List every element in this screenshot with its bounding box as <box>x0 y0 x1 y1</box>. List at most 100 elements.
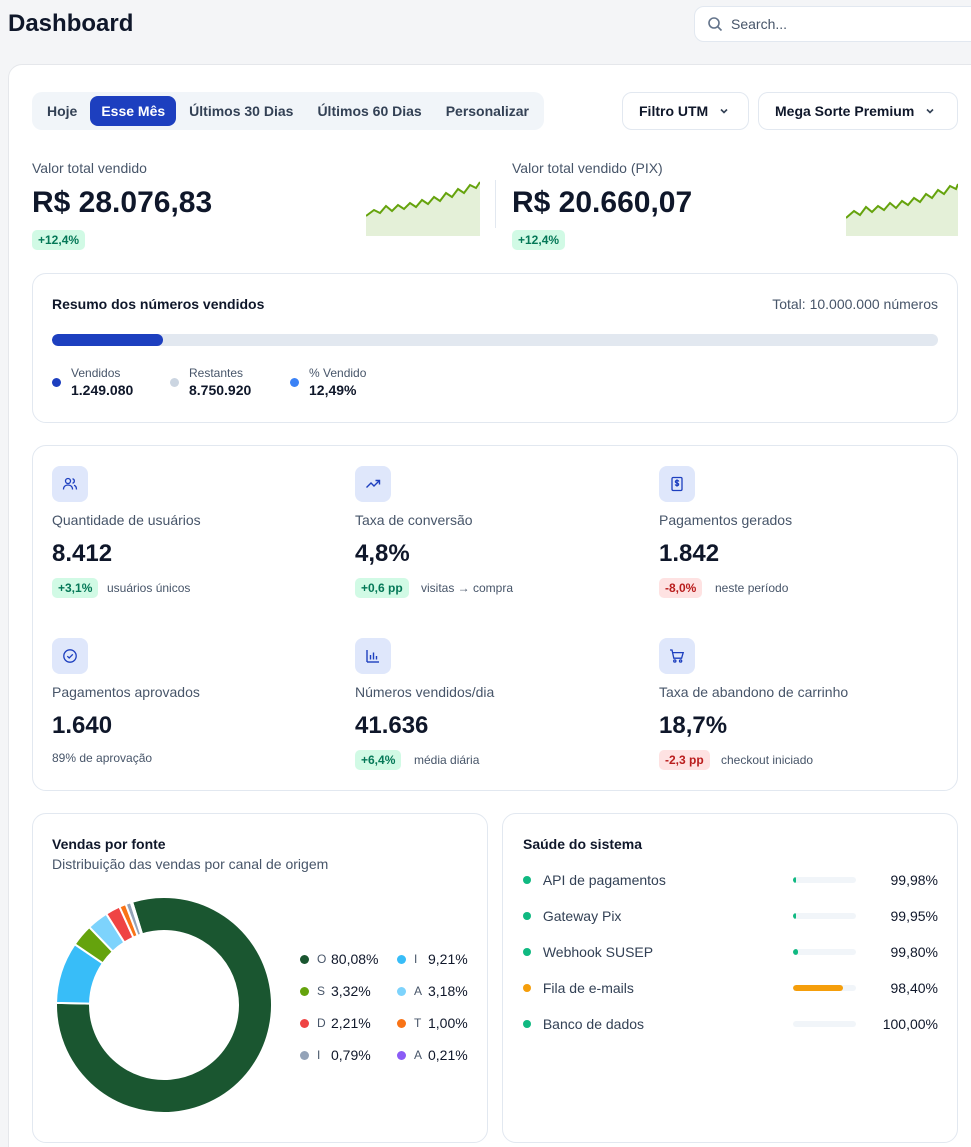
health-service-name: Banco de dados <box>542 1016 645 1032</box>
sources-title: Vendas por fonte <box>52 836 166 852</box>
search-input[interactable] <box>731 16 951 32</box>
legend-dot <box>300 986 309 996</box>
sources-legend-item: T 1,00% <box>397 1013 468 1033</box>
legend-source-value: 0,21% <box>428 1047 468 1063</box>
legend-dot <box>397 1050 406 1060</box>
kpi-total-label: Valor total vendido <box>32 160 147 176</box>
health-bar <box>792 913 856 919</box>
health-value: 99,95% <box>890 908 938 924</box>
legend-label: Restantes <box>189 366 244 380</box>
legend-dot <box>397 954 406 964</box>
stat-badge: +3,1% <box>52 578 99 598</box>
legend-source-name: O <box>317 952 327 966</box>
health-service-name: Webhook SUSEP <box>542 944 654 960</box>
health-bar-fill <box>792 985 843 991</box>
legend-dot <box>300 1018 309 1028</box>
summary-title: Resumo dos números vendidos <box>52 296 265 312</box>
stat-badge: +6,4% <box>355 750 402 770</box>
legend-percent-vendido: % Vendido 12,49% <box>290 366 366 398</box>
health-service-name: API de pagamentos <box>542 872 666 888</box>
health-bar <box>792 1021 856 1027</box>
stat-value: 8.412 <box>52 540 113 567</box>
tab-ultimos-60-dias[interactable]: Últimos 60 Dias <box>317 103 422 119</box>
tab-personalizar[interactable]: Personalizar <box>445 103 529 119</box>
legend-source-value: 2,21% <box>331 1015 371 1031</box>
utm-filter-label: Filtro UTM <box>639 103 709 119</box>
utm-filter-select[interactable]: Filtro UTM <box>622 92 749 130</box>
sources-legend-item: S 3,32% <box>300 981 371 1001</box>
period-tabs: Hoje Esse Mês Últimos 30 Dias Últimos 60… <box>32 92 544 130</box>
legend-dot <box>170 378 179 387</box>
sources-legend-item: O 80,08% <box>300 949 378 969</box>
stat-label: Pagamentos aprovados <box>52 684 200 700</box>
health-value: 100,00% <box>882 1016 938 1032</box>
legend-dot <box>290 378 299 387</box>
legend-label: Vendidos <box>71 366 121 380</box>
stat-label: Taxa de conversão <box>355 512 473 528</box>
stat-label: Taxa de abandono de carrinho <box>659 684 849 700</box>
status-dot <box>523 948 531 956</box>
health-bar-fill <box>792 877 796 883</box>
sources-donut-chart <box>56 897 272 1113</box>
legend-source-name: A <box>414 984 423 998</box>
search-box[interactable] <box>694 6 971 42</box>
summary-card <box>32 273 958 423</box>
stat-label: Números vendidos/dia <box>355 684 495 700</box>
tab-esse-mes[interactable]: Esse Mês <box>90 96 177 126</box>
health-bar <box>792 985 856 991</box>
stat-value: 4,8% <box>355 540 410 567</box>
cart-icon <box>659 638 695 674</box>
health-card <box>502 813 958 1143</box>
tab-ultimos-30-dias[interactable]: Últimos 30 Dias <box>189 103 294 119</box>
legend-dot <box>300 954 309 964</box>
kpi-pix-delta: +12,4% <box>512 230 566 250</box>
sources-legend-item: I 9,21% <box>397 949 468 969</box>
sources-legend-item: A 3,18% <box>397 981 468 1001</box>
legend-source-name: D <box>317 1016 326 1030</box>
health-title: Saúde do sistema <box>523 836 643 852</box>
status-dot <box>523 984 531 992</box>
legend-source-value: 9,21% <box>428 951 468 967</box>
legend-dot <box>52 378 61 387</box>
chevron-down-icon <box>926 108 934 114</box>
legend-source-name: A <box>414 1048 423 1062</box>
stat-label: Pagamentos gerados <box>659 512 793 528</box>
stat-badge: -8,0% <box>659 578 703 598</box>
legend-source-value: 3,18% <box>428 983 468 999</box>
product-select[interactable]: Mega Sorte Premium <box>758 92 958 130</box>
health-bar <box>792 877 856 883</box>
donut-slice[interactable] <box>129 900 144 936</box>
tab-hoje[interactable]: Hoje <box>47 103 78 119</box>
legend-source-value: 0,79% <box>331 1047 371 1063</box>
legend-source-value: 3,32% <box>331 983 371 999</box>
health-service-name: Fila de e-mails <box>542 980 634 996</box>
stat-badge: +0,6 pp <box>355 578 409 598</box>
legend-source-name: S <box>317 984 326 998</box>
legend-restantes: Restantes 8.750.920 <box>170 366 251 398</box>
legend-dot <box>300 1050 309 1060</box>
legend-vendidos: Vendidos 1.249.080 <box>52 366 133 398</box>
legend-dot <box>397 1018 406 1028</box>
status-dot <box>523 1020 531 1028</box>
stat-value: 1.842 <box>659 540 720 567</box>
summary-progress-fill <box>52 334 163 346</box>
stat-note: usuários únicos <box>107 581 191 595</box>
kpi-pix-value: R$ 20.660,07 <box>512 186 693 219</box>
kpi-total-sparkline <box>366 181 480 236</box>
health-value: 98,40% <box>890 980 938 996</box>
legend-source-name: I <box>414 952 418 966</box>
chevron-down-icon <box>720 108 728 114</box>
legend-source-value: 1,00% <box>428 1015 468 1031</box>
bar-chart-icon <box>355 638 391 674</box>
legend-value: 12,49% <box>309 382 357 398</box>
trending-up-icon <box>355 466 391 502</box>
health-bar <box>792 949 856 955</box>
stat-note: checkout iniciado <box>721 753 814 767</box>
legend-value: 8.750.920 <box>189 382 252 398</box>
donut-slice[interactable] <box>56 897 272 1113</box>
stat-note: visitas → compra <box>421 581 514 595</box>
health-row: API de pagamentos 99,98% <box>523 870 938 890</box>
stats-card <box>32 445 958 791</box>
stat-note: média diária <box>414 753 480 767</box>
sources-subtitle: Distribuição das vendas por canal de ori… <box>52 856 329 872</box>
